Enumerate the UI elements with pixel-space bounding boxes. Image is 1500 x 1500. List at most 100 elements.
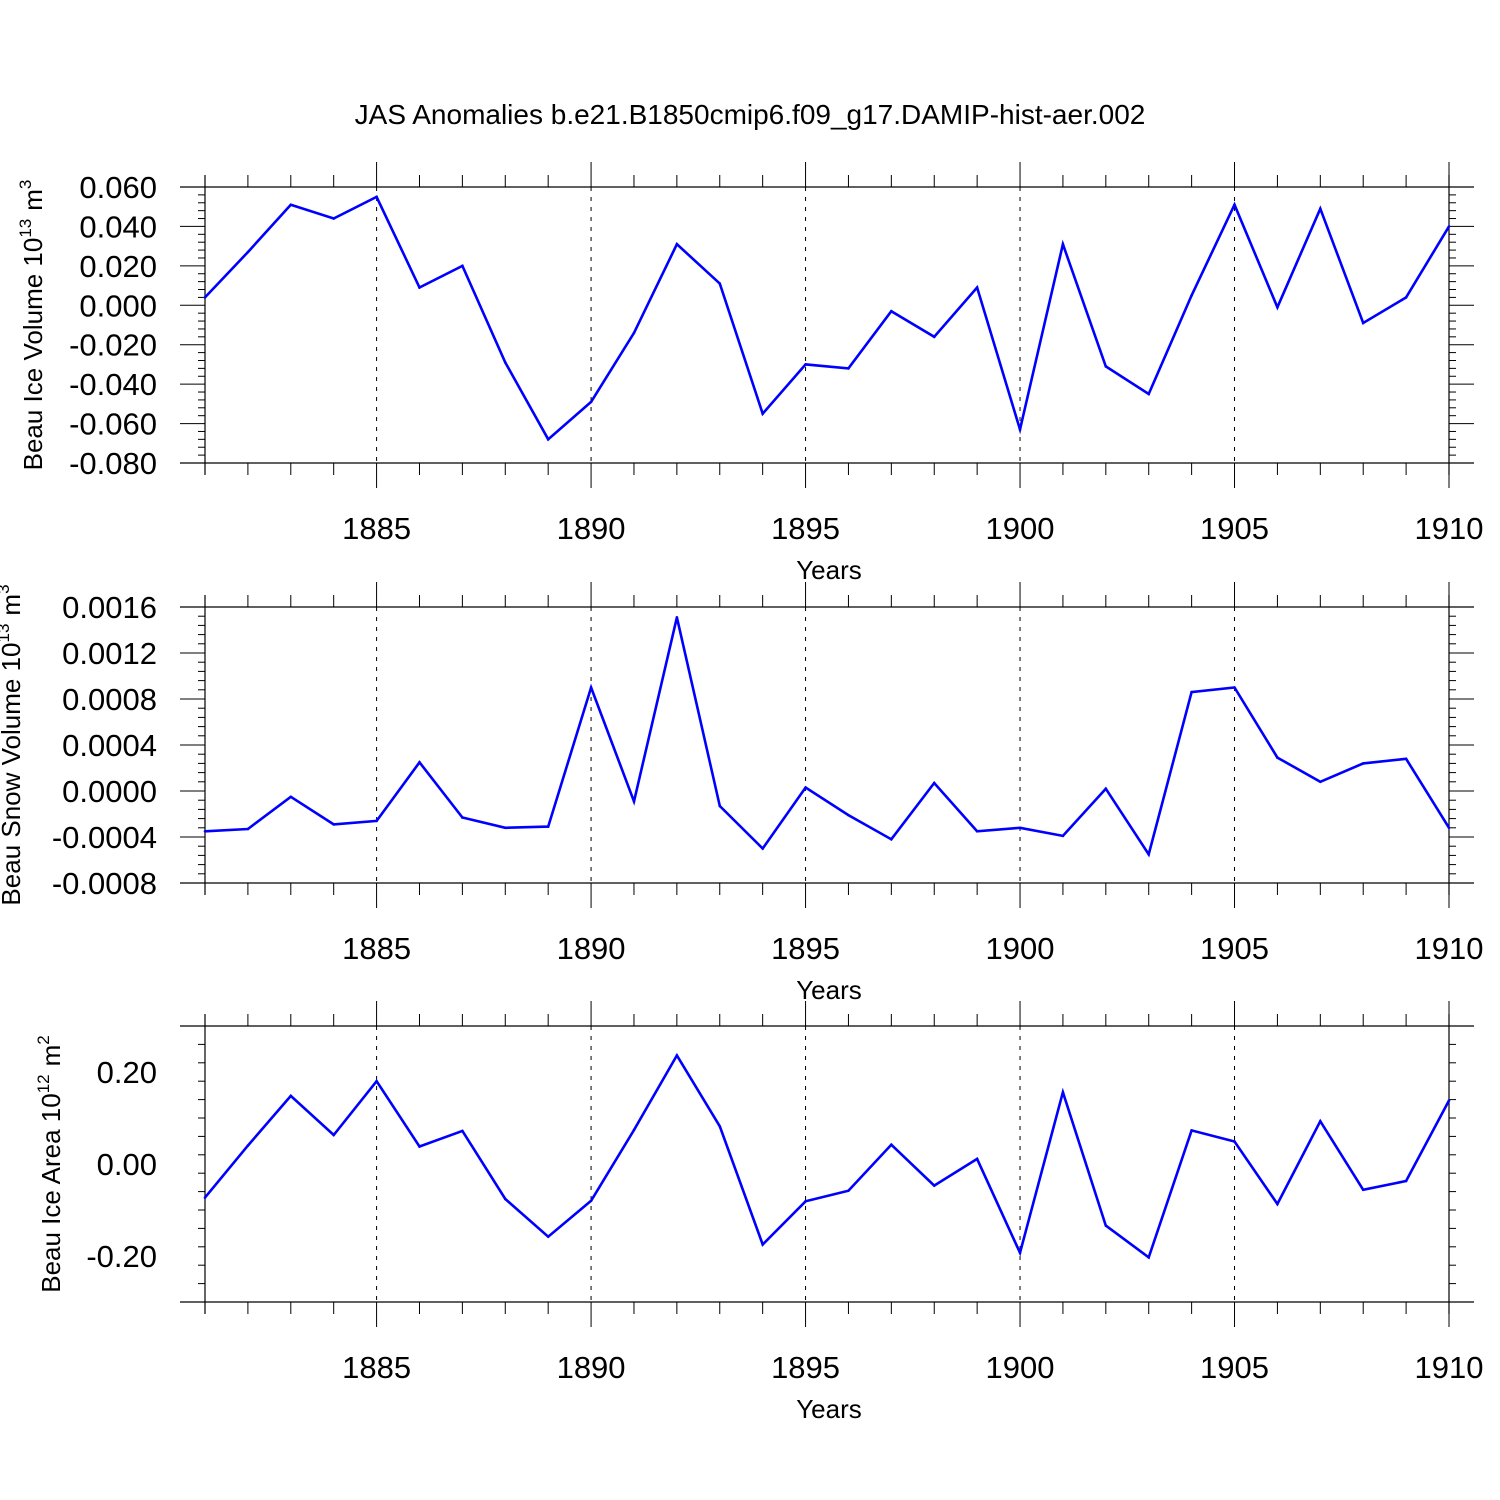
data-point: [975, 1157, 979, 1161]
data-point: [546, 1235, 550, 1238]
data-point: [332, 823, 335, 826]
data-point: [1233, 686, 1236, 689]
data-point: [203, 829, 207, 833]
x-tick-label: 1910: [1415, 511, 1484, 546]
data-point: [589, 1199, 593, 1203]
y-axis-label-part: 13: [0, 624, 13, 643]
x-tick-label: 1895: [771, 1350, 840, 1385]
data-point: [589, 686, 593, 689]
x-tick-label: 1895: [771, 511, 840, 546]
y-tick-label: 0.0016: [62, 590, 157, 625]
x-tick-label: 1910: [1415, 931, 1484, 966]
data-point: [1061, 242, 1065, 246]
data-point: [1233, 1140, 1236, 1143]
data-point: [1404, 757, 1408, 761]
data-point: [418, 1145, 421, 1148]
data-point: [932, 335, 936, 339]
series-line: [204, 617, 1451, 858]
data-point: [461, 1129, 464, 1133]
data-point: [246, 250, 250, 254]
x-tick-label: 1885: [342, 1350, 411, 1385]
data-point: [546, 438, 550, 441]
y-tick-label: 0.0008: [62, 682, 157, 717]
data-point: [632, 1128, 636, 1132]
data-point: [503, 1197, 507, 1201]
data-point: [1147, 1256, 1151, 1259]
x-tick-label: 1885: [342, 511, 411, 546]
y-axis-label-part: 13: [16, 219, 35, 238]
data-point: [1104, 365, 1108, 368]
data-point: [718, 1124, 722, 1128]
x-axis-label: Years: [796, 975, 862, 1005]
data-point: [1147, 852, 1151, 856]
data-point: [546, 825, 550, 828]
data-point: [804, 1199, 807, 1203]
data-point: [289, 1094, 293, 1098]
data-point: [1147, 392, 1151, 396]
x-tick-label: 1890: [557, 931, 626, 966]
data-point: [847, 367, 850, 370]
x-tick-label: 1900: [986, 511, 1055, 546]
data-point: [1190, 294, 1193, 297]
data-point: [1190, 690, 1193, 694]
data-point: [375, 195, 378, 199]
data-point: [675, 1054, 679, 1057]
data-point: [503, 361, 507, 364]
y-axis-label-part: m: [0, 594, 26, 616]
data-point: [761, 847, 764, 850]
x-tick-label: 1900: [986, 1350, 1055, 1385]
data-point: [847, 813, 850, 817]
x-tick-label: 1910: [1415, 1350, 1484, 1385]
data-point: [418, 286, 421, 289]
y-axis-label-part: Beau Ice Area 10: [36, 1093, 66, 1292]
y-axis-label-part: 2: [34, 1035, 53, 1044]
x-axis-label: Years: [796, 555, 862, 585]
data-point: [718, 282, 722, 285]
y-axis-label: Beau Snow Volume 1013 m3: [0, 584, 26, 905]
data-point: [1447, 225, 1451, 228]
y-axis-label-part: 3: [0, 584, 13, 593]
y-tick-label: -0.080: [69, 446, 157, 481]
data-point: [1104, 787, 1108, 790]
y-tick-label: 0.20: [97, 1055, 157, 1090]
panel-1: -0.080 -0.060 -0.040 -0.020 0.000 0.020 0.040 0…: [16, 162, 1483, 585]
data-point: [675, 242, 679, 246]
x-tick-label: 1885: [342, 931, 411, 966]
series-line: [204, 195, 1451, 442]
data-point: [761, 412, 764, 416]
x-tick-label: 1890: [557, 1350, 626, 1385]
data-point: [932, 781, 936, 785]
data-point: [418, 760, 421, 764]
y-tick-label: 0.00: [97, 1147, 157, 1182]
data-point: [975, 829, 979, 833]
y-tick-label: -0.040: [69, 367, 157, 402]
y-axis-label-part: 12: [34, 1074, 53, 1093]
data-point: [1276, 1202, 1279, 1206]
y-tick-label: -0.060: [69, 407, 157, 442]
y-tick-label: 0.0000: [62, 774, 157, 809]
y-axis-label-part: 3: [16, 180, 35, 189]
data-point: [718, 804, 722, 808]
x-tick-label: 1895: [771, 931, 840, 966]
y-tick-label: 0.0004: [62, 728, 157, 763]
y-tick-label: -0.0004: [52, 820, 157, 855]
data-point: [1319, 780, 1322, 784]
panel-3: -0.20 0.00 0.20 1885 1890 1895 1900 1905 1910 Yea…: [34, 1001, 1483, 1424]
data-point: [932, 1184, 936, 1187]
data-point: [1447, 1099, 1451, 1102]
y-tick-label: -0.020: [69, 328, 157, 363]
data-point: [1361, 762, 1365, 765]
y-tick-label: 0.060: [79, 170, 157, 205]
data-point: [804, 363, 807, 366]
data-point: [246, 827, 250, 831]
data-point: [332, 217, 335, 220]
data-point: [375, 819, 378, 823]
data-point: [246, 1144, 250, 1147]
y-tick-label: 0.0012: [62, 636, 157, 671]
data-point: [1361, 1188, 1365, 1192]
chart-title: JAS Anomalies b.e21.B1850cmip6.f09_g17.D…: [355, 99, 1146, 130]
data-point: [203, 296, 207, 299]
y-axis-label: Beau Ice Area 1012 m2: [34, 1035, 66, 1293]
